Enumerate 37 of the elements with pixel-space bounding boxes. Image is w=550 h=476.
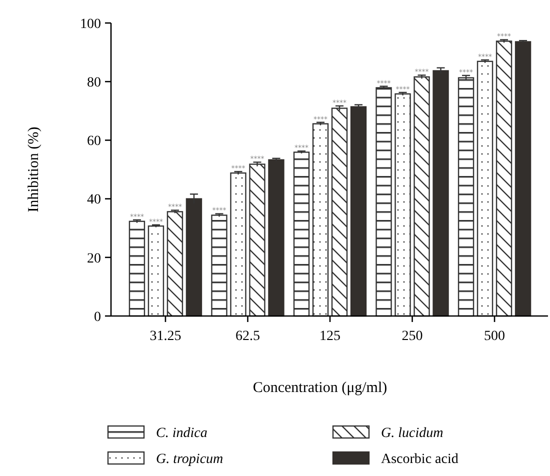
bar <box>211 214 228 317</box>
y-tick-label: 0 <box>94 310 101 325</box>
legend-label: G. tropicum <box>156 452 224 467</box>
x-axis-title: Concentration (μg/ml) <box>252 380 388 396</box>
x-tick-label: 250 <box>402 329 423 344</box>
bar <box>186 198 202 317</box>
bar <box>268 159 284 317</box>
bar <box>331 108 348 317</box>
bar <box>230 172 246 317</box>
y-tick-label: 80 <box>87 76 101 90</box>
bar <box>432 70 449 317</box>
legend-label: C. indica <box>156 426 208 441</box>
bar <box>376 87 392 317</box>
bar <box>312 123 329 317</box>
bar <box>293 152 310 317</box>
bar <box>128 220 146 317</box>
bar <box>476 60 494 317</box>
y-tick-label: 40 <box>87 192 101 208</box>
bar <box>166 211 184 317</box>
x-tick-label: 31.25 <box>150 329 182 344</box>
bar <box>148 225 164 317</box>
x-tick-label: 62.5 <box>235 329 260 344</box>
x-tick-label: 500 <box>484 329 506 344</box>
bar <box>496 40 512 317</box>
y-tick-label: 60 <box>87 134 101 150</box>
bar <box>394 93 411 317</box>
bar <box>350 106 367 317</box>
bar <box>514 41 532 317</box>
legend-label: G. lucidum <box>381 426 444 441</box>
x-tick-label: 125 <box>320 329 340 344</box>
y-tick-label: 20 <box>87 251 101 266</box>
y-tick-label: 100 <box>80 16 101 32</box>
y-axis-title: Inhibition (%) <box>26 126 42 212</box>
legend-label: Ascorbic acid <box>381 452 458 467</box>
bar <box>249 164 266 317</box>
bar <box>414 76 430 317</box>
bar <box>458 77 474 317</box>
